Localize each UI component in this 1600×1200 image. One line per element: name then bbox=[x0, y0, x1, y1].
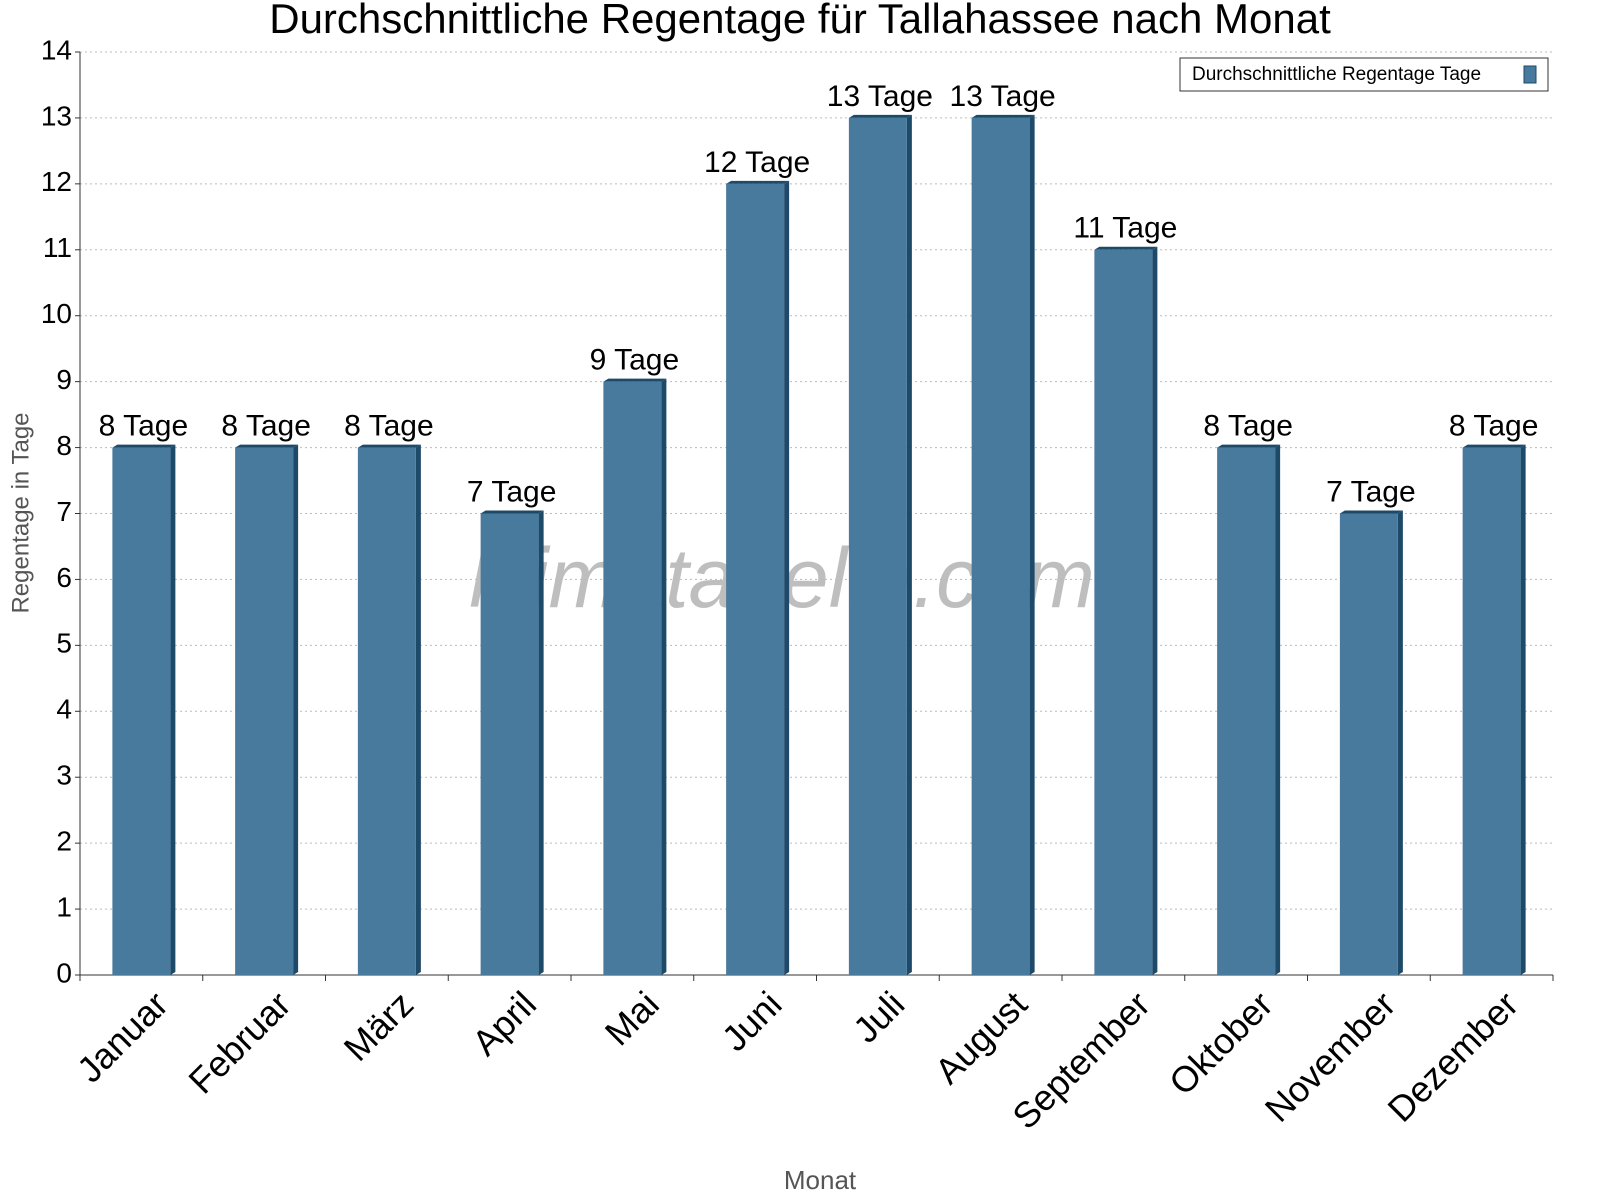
bar-top bbox=[235, 444, 299, 448]
y-tick-label: 6 bbox=[56, 562, 72, 593]
bar-top bbox=[1339, 510, 1403, 514]
y-tick-label: 10 bbox=[41, 298, 72, 329]
bar bbox=[112, 447, 171, 976]
x-axis-label: Monat bbox=[784, 1165, 857, 1195]
bar-top bbox=[971, 114, 1035, 118]
bar-side bbox=[415, 444, 421, 976]
bar-side bbox=[906, 114, 912, 975]
bar-side bbox=[1152, 246, 1158, 976]
bar bbox=[480, 513, 539, 975]
y-tick-label: 0 bbox=[56, 957, 72, 988]
bar-side bbox=[784, 180, 790, 975]
value-label: 8 Tage bbox=[344, 409, 434, 442]
value-label: 7 Tage bbox=[467, 475, 557, 508]
x-tick-label: Januar bbox=[69, 983, 176, 1090]
y-tick-label: 9 bbox=[56, 364, 72, 395]
bar-top bbox=[480, 510, 544, 514]
x-tick-label: Dezember bbox=[1380, 983, 1526, 1129]
x-tick-label: Juli bbox=[845, 983, 912, 1050]
bar-top bbox=[1462, 444, 1526, 448]
value-label: 13 Tage bbox=[827, 80, 933, 113]
y-tick-label: 14 bbox=[41, 34, 72, 65]
bar bbox=[726, 183, 785, 975]
value-label: 12 Tage bbox=[704, 146, 810, 179]
bar-top bbox=[1217, 444, 1281, 448]
bar-top bbox=[1094, 246, 1158, 250]
bar bbox=[603, 381, 662, 976]
x-tick-label: April bbox=[464, 983, 544, 1063]
x-tick-label: August bbox=[927, 983, 1035, 1091]
bar-side bbox=[1397, 510, 1403, 975]
legend-label: Durchschnittliche Regentage Tage bbox=[1192, 64, 1481, 85]
chart-title: Durchschnittliche Regentage für Tallahas… bbox=[269, 0, 1331, 42]
value-label: 8 Tage bbox=[99, 409, 189, 442]
y-tick-label: 13 bbox=[41, 100, 72, 131]
x-tick-label: Oktober bbox=[1161, 983, 1281, 1103]
bar-side bbox=[293, 444, 299, 976]
value-label: 8 Tage bbox=[221, 409, 311, 442]
value-label: 8 Tage bbox=[1203, 409, 1293, 442]
legend-box bbox=[1179, 57, 1549, 92]
y-tick-label: 1 bbox=[56, 891, 72, 922]
y-axis-label: Regentage in Tage bbox=[7, 412, 34, 613]
bar-side bbox=[1029, 114, 1035, 975]
bar-top bbox=[357, 444, 421, 448]
bar-side bbox=[1275, 444, 1281, 976]
bar bbox=[1094, 249, 1153, 976]
y-tick-label: 8 bbox=[56, 430, 72, 461]
bar-top bbox=[726, 180, 790, 184]
x-tick-label: November bbox=[1257, 983, 1403, 1129]
bar bbox=[971, 117, 1030, 975]
bar-top bbox=[112, 444, 176, 448]
value-label: 13 Tage bbox=[950, 80, 1056, 113]
y-tick-label: 4 bbox=[56, 694, 72, 725]
y-tick-label: 11 bbox=[43, 232, 72, 263]
value-label: 9 Tage bbox=[590, 344, 680, 377]
bar-top bbox=[603, 378, 667, 382]
x-tick-label: Mai bbox=[597, 983, 667, 1053]
y-tick-label: 7 bbox=[56, 496, 72, 527]
value-label: 8 Tage bbox=[1449, 409, 1539, 442]
legend-swatch bbox=[1523, 65, 1537, 84]
y-tick-label: 12 bbox=[41, 166, 72, 197]
bar bbox=[235, 447, 294, 976]
x-tick-label: Juni bbox=[714, 983, 790, 1059]
x-tick-label: Februar bbox=[180, 983, 298, 1101]
bar bbox=[1217, 447, 1276, 976]
value-label: 11 Tage bbox=[1073, 212, 1177, 245]
x-tick-label: März bbox=[336, 983, 422, 1069]
bar bbox=[357, 447, 416, 976]
bar bbox=[848, 117, 907, 975]
bar-side bbox=[1520, 444, 1526, 976]
value-label: 7 Tage bbox=[1326, 475, 1416, 508]
bar-top bbox=[848, 114, 912, 118]
y-tick-label: 3 bbox=[56, 760, 72, 791]
bar bbox=[1339, 513, 1398, 975]
y-tick-label: 2 bbox=[56, 826, 72, 857]
bar bbox=[1462, 447, 1521, 976]
bar-side bbox=[538, 510, 544, 975]
bar-side bbox=[170, 444, 176, 976]
y-tick-label: 5 bbox=[56, 628, 72, 659]
bar-side bbox=[661, 378, 667, 976]
